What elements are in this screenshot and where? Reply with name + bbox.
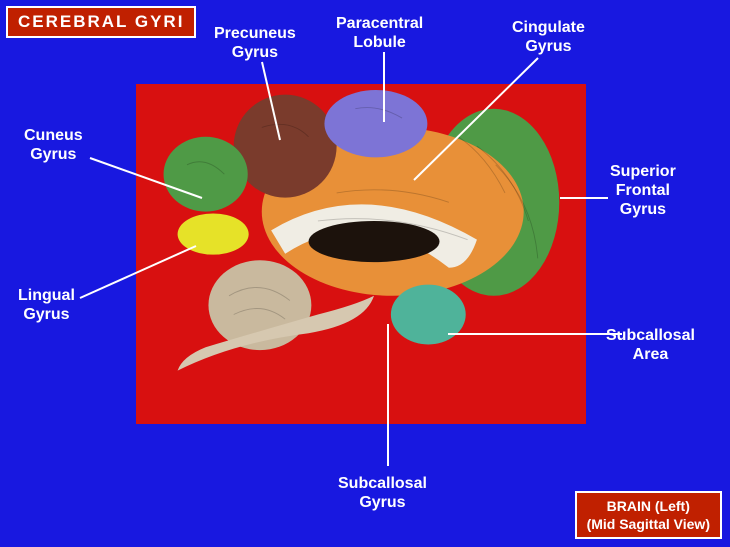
region-subcallosal xyxy=(391,285,466,345)
label-subcallosal-gyrus: SubcallosalGyrus xyxy=(338,474,427,512)
region-cuneus xyxy=(164,137,248,212)
label-cuneus: CuneusGyrus xyxy=(24,126,83,164)
brain-diagram xyxy=(150,90,570,380)
region-ventricle xyxy=(309,221,440,262)
footer-line1: BRAIN (Left) xyxy=(587,497,710,515)
label-superior-frontal: SuperiorFrontalGyrus xyxy=(610,162,676,220)
footer-box: BRAIN (Left) (Mid Sagittal View) xyxy=(575,491,722,539)
footer-line2: (Mid Sagittal View) xyxy=(587,515,710,533)
title-box: CEREBRAL GYRI xyxy=(6,6,196,38)
label-cingulate: CingulateGyrus xyxy=(512,18,585,56)
label-precuneus: PrecuneusGyrus xyxy=(214,24,296,62)
region-lingual xyxy=(178,213,249,254)
label-subcallosal-area: SubcallosalArea xyxy=(606,326,695,364)
region-paracentral xyxy=(324,90,427,157)
region-precuneus xyxy=(234,95,337,198)
label-paracentral: ParacentralLobule xyxy=(336,14,423,52)
title-text: CEREBRAL GYRI xyxy=(18,12,184,31)
label-lingual: LingualGyrus xyxy=(18,286,75,324)
